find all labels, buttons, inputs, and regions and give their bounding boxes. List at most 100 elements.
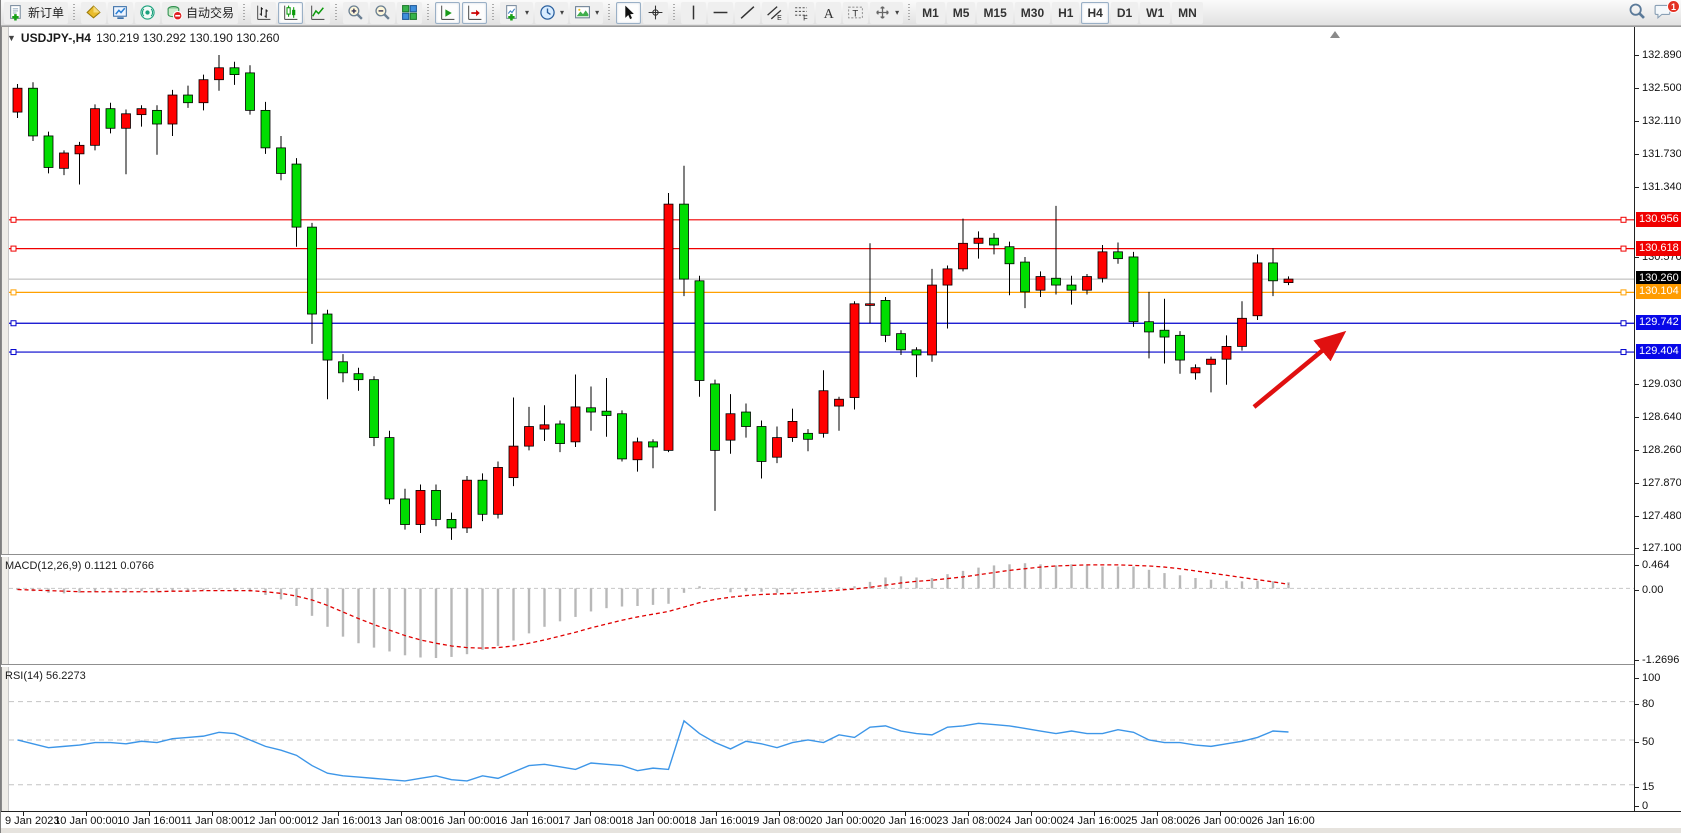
vline-button[interactable] — [681, 1, 707, 24]
chart-shift-icon — [468, 5, 482, 20]
candle-body — [369, 379, 379, 438]
macd-bar — [884, 577, 887, 589]
price-axis[interactable]: 132.890 132.500 132.110 131.730 131.340 129.0… — [1634, 27, 1681, 812]
hline-marker[interactable] — [10, 289, 17, 296]
candle-body — [1268, 262, 1278, 282]
time-label: 12 Jan 00:00 — [243, 815, 307, 827]
search-button[interactable] — [1628, 2, 1646, 25]
tf-m5-button[interactable]: M5 — [946, 1, 976, 24]
price-tick-label: 132.110 — [1642, 115, 1681, 128]
zoom-out-button[interactable] — [370, 1, 396, 24]
autotrading-button[interactable]: 自动交易 — [162, 1, 239, 24]
main-chart-pane[interactable] — [9, 29, 1634, 554]
label-button[interactable]: T — [843, 1, 869, 24]
hline-marker[interactable] — [1620, 349, 1627, 356]
zoom-in-button[interactable] — [343, 1, 369, 24]
fibonacci-button[interactable]: F — [789, 1, 815, 24]
price-tick — [1635, 482, 1639, 484]
time-label: 23 Jan 08:00 — [936, 815, 1000, 827]
macd-bar — [186, 588, 190, 591]
candle-body — [1159, 329, 1170, 338]
bar-chart-button[interactable] — [251, 1, 277, 24]
macd-bar — [558, 588, 562, 622]
hline-marker[interactable] — [1620, 289, 1627, 296]
template-button[interactable]: ▾ — [570, 1, 604, 24]
candle-body — [245, 72, 255, 111]
macd-bar — [326, 588, 329, 627]
candle-body — [12, 87, 23, 113]
hline-marker[interactable] — [10, 245, 17, 252]
tf-mn-button[interactable]: MN — [1172, 1, 1203, 24]
channel-button[interactable]: E — [762, 1, 788, 24]
time-label: 17 Jan 08:00 — [558, 815, 622, 827]
time-tick — [1031, 812, 1032, 816]
macd-bar — [341, 588, 345, 637]
price-line-badge-129.742: 129.742 — [1636, 315, 1681, 331]
chart-left-frame — [1, 27, 9, 827]
new-order-button[interactable]: 新订单 — [4, 1, 69, 24]
time-tick — [212, 812, 213, 816]
macd-bar — [279, 588, 283, 600]
macd-bar — [837, 587, 841, 589]
time-tick — [842, 812, 843, 816]
price-line-badge-129.404: 129.404 — [1636, 344, 1681, 360]
rsi-pane[interactable] — [9, 666, 1634, 811]
rsi-tick-label: 100 — [1642, 671, 1661, 684]
time-axis[interactable]: 9 Jan 2023 10 Jan 00:00 10 Jan 16:00 11 Jan… — [1, 811, 1681, 828]
candle-body — [1066, 284, 1077, 291]
pane-separator-2[interactable] — [1, 664, 1681, 667]
time-tick — [1157, 812, 1158, 816]
hline-marker[interactable] — [1620, 216, 1627, 223]
macd-bar — [791, 588, 794, 592]
hline-marker[interactable] — [10, 216, 17, 223]
tf-h4-button[interactable]: H4 — [1081, 1, 1109, 24]
chart-menu-button[interactable]: ▼ — [7, 33, 16, 43]
tf-w1-button[interactable]: W1 — [1140, 1, 1171, 24]
new-chart-button[interactable]: ▾ — [500, 1, 534, 24]
macd-bar — [450, 588, 453, 657]
svg-text:A: A — [824, 6, 834, 21]
price-tick — [1635, 383, 1639, 385]
hline-marker[interactable] — [10, 320, 17, 327]
signals-button[interactable] — [135, 1, 161, 24]
tf-m1-button[interactable]: M1 — [916, 1, 945, 24]
market-watch-button[interactable] — [108, 1, 134, 24]
trendline-button[interactable] — [735, 1, 761, 24]
candle-body — [834, 398, 844, 407]
shapes-button[interactable]: ▾ — [870, 1, 904, 24]
text-button[interactable]: A — [816, 1, 842, 24]
period-button[interactable]: ▾ — [535, 1, 569, 24]
macd-tick-label: -1.2696 — [1642, 654, 1680, 666]
zoom-out-icon — [375, 5, 390, 20]
notifications-button[interactable]: 1 — [1654, 0, 1680, 24]
pane-separator[interactable] — [1, 554, 1681, 557]
macd-bar — [155, 588, 159, 592]
macd-bar — [853, 586, 856, 589]
tf-m15-button[interactable]: M15 — [977, 1, 1013, 24]
profiles-button[interactable] — [81, 1, 107, 24]
candle-chart-button[interactable] — [278, 1, 304, 24]
macd-bar — [1225, 580, 1228, 589]
line-chart-button[interactable] — [305, 1, 331, 24]
macd-bar — [527, 588, 531, 634]
toolbar-group: M1 M5 M15 M30 H1 H4 D1 W1 MN — [915, 0, 1204, 26]
annotation-arrow[interactable] — [1252, 330, 1347, 409]
tf-h1-button[interactable]: H1 — [1052, 1, 1080, 24]
cursor-button[interactable] — [616, 1, 642, 24]
crosshair-button[interactable] — [643, 1, 669, 24]
tf-d1-button[interactable]: D1 — [1110, 1, 1139, 24]
macd-pane[interactable] — [9, 556, 1634, 662]
tile-windows-button[interactable] — [397, 1, 423, 24]
hline-button[interactable] — [708, 1, 734, 24]
candle-body — [338, 361, 348, 374]
tf-m30-button[interactable]: M30 — [1014, 1, 1051, 24]
candle-body — [1097, 251, 1108, 279]
hline-marker[interactable] — [10, 349, 17, 356]
macd-bar — [481, 588, 484, 650]
hline-marker[interactable] — [1620, 245, 1627, 252]
hline-marker[interactable] — [1620, 320, 1627, 327]
auto-scroll-button[interactable] — [435, 1, 461, 24]
chart-shift-marker[interactable] — [1330, 31, 1340, 38]
chart-shift-button[interactable] — [462, 1, 488, 24]
